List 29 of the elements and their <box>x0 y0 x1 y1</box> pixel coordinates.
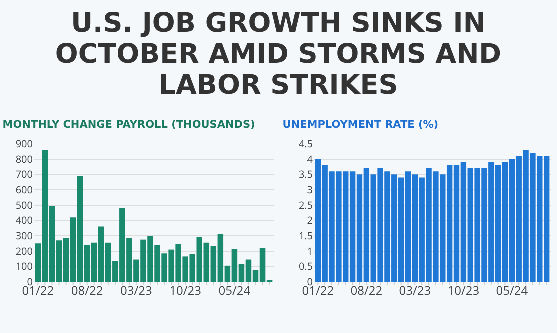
y-tick-label: 400 <box>16 213 34 228</box>
y-tick-label: 100 <box>16 259 34 274</box>
chart-title: UNEMPLOYMENT RATE (%) <box>282 119 439 132</box>
y-tick-label: 4 <box>307 152 314 166</box>
y-tick-label: 800 <box>16 152 34 166</box>
y-tick-label: 700 <box>16 167 34 182</box>
y-tick-label: 3 <box>307 182 314 196</box>
x-tick-label: 10/23 <box>448 282 480 299</box>
y-tick-label: 1 <box>307 244 313 258</box>
y-tick-label: 200 <box>16 244 34 258</box>
y-tick-label: 300 <box>16 228 34 242</box>
x-tick-label: 10/23 <box>170 282 202 299</box>
y-tick-label: 2.5 <box>298 198 314 212</box>
x-tick-label: 03/23 <box>120 282 153 299</box>
x-tick-label: 03/23 <box>399 282 432 299</box>
y-tick-label: 2 <box>307 213 314 228</box>
y-tick-label: 3.5 <box>298 167 314 182</box>
x-tick-label: 05/24 <box>496 282 528 299</box>
y-tick-label: 1.5 <box>298 228 314 242</box>
y-tick-label: 4.5 <box>298 136 314 150</box>
y-tick-label: 500 <box>16 198 34 212</box>
y-tick-label: 900 <box>16 136 34 150</box>
y-tick-label: 600 <box>16 182 34 196</box>
x-tick-label: 08/22 <box>350 282 383 299</box>
text: U.S. JOB GROWTH SINKS IN OCTOBER AMID STORMS AND LABOR STRIKES <box>54 8 503 101</box>
x-tick-label: 05/24 <box>218 282 251 299</box>
x-tick-label: 08/22 <box>71 282 104 299</box>
y-tick-label: 0.5 <box>298 259 314 274</box>
chart-title: MONTHLY CHANGE PAYROLL (THOUSANDS) <box>2 119 256 132</box>
